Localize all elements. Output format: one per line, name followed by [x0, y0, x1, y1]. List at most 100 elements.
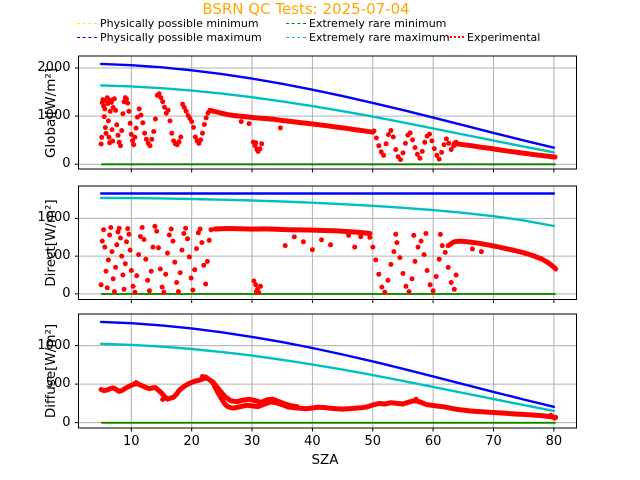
y-tick-label: 1000	[37, 108, 71, 124]
experimental-point	[154, 228, 160, 234]
experimental-point	[162, 104, 167, 110]
experimental-point	[198, 137, 204, 143]
experimental-point	[400, 271, 406, 276]
experimental-point	[108, 225, 114, 230]
experimental-point	[548, 412, 554, 418]
experimental-point	[102, 125, 108, 131]
experimental-point	[429, 138, 435, 144]
experimental-point	[122, 261, 128, 267]
experimental-point	[108, 99, 114, 105]
experimental-band	[207, 107, 376, 135]
experimental-band	[212, 226, 373, 236]
experimental-point	[469, 246, 475, 252]
experimental-point	[166, 232, 172, 238]
experimental-point	[253, 289, 259, 295]
x-tick-label: 30	[243, 434, 261, 449]
x-tick-label: 50	[364, 434, 382, 449]
experimental-point	[259, 141, 265, 147]
experimental-point	[109, 127, 115, 133]
experimental-point	[382, 289, 388, 295]
y-tick-label: 0	[62, 414, 71, 430]
experimental-point	[148, 268, 154, 274]
experimental-point	[309, 247, 315, 253]
y-tick-label: 0	[62, 156, 71, 172]
experimental-point	[430, 288, 436, 294]
experimental-point	[185, 236, 190, 242]
experimental-point	[136, 252, 142, 258]
experimental-point	[437, 231, 443, 237]
experimental-point	[106, 134, 112, 140]
experimental-point	[130, 138, 135, 144]
experimental-point	[126, 108, 132, 114]
y-tick-label: 500	[45, 376, 71, 392]
experimental-point	[121, 286, 127, 292]
experimental-point	[165, 250, 170, 256]
x-tick-label: 20	[183, 434, 200, 449]
experimental-point	[176, 139, 182, 145]
experimental-point	[443, 136, 449, 142]
experimental-point	[163, 271, 169, 277]
experimental-point	[358, 234, 364, 240]
experimental-point	[170, 238, 176, 244]
experimental-point	[388, 261, 394, 267]
experimental-point	[113, 264, 119, 270]
experimental-point	[107, 108, 113, 114]
experimental-point	[188, 275, 194, 281]
experimental-point	[446, 140, 452, 146]
legend-label: Physically possible maximum	[100, 30, 262, 44]
experimental-point	[445, 264, 451, 270]
experimental-point	[431, 146, 437, 152]
y-tick-label: 1000	[37, 210, 71, 226]
figure-title: BSRN QC Tests: 2025-07-04	[202, 0, 410, 18]
experimental-point	[104, 285, 110, 291]
experimental-point	[436, 256, 442, 262]
experimental-band	[445, 238, 559, 272]
experimental-point	[346, 232, 352, 238]
experimental-point	[393, 147, 399, 152]
experimental-point	[373, 135, 379, 141]
experimental-point	[114, 122, 120, 128]
experimental-point	[391, 249, 397, 255]
experimental-point	[427, 131, 432, 137]
experimental-point	[448, 280, 454, 285]
experimental-point	[132, 134, 138, 140]
experimental-point	[104, 95, 110, 101]
experimental-point	[370, 244, 376, 250]
experimental-point	[448, 147, 454, 152]
experimental-point	[400, 150, 406, 156]
experimental-point	[134, 273, 140, 279]
experimental-point	[414, 151, 420, 157]
experimental-point	[385, 277, 391, 283]
experimental-band	[98, 375, 559, 420]
x-tick-label: 10	[123, 434, 140, 449]
experimental-point	[203, 115, 209, 121]
experimental-point	[169, 130, 175, 136]
experimental-point	[183, 108, 189, 114]
experimental-point	[110, 276, 116, 282]
experimental-point	[98, 282, 104, 288]
experimental-point	[328, 242, 333, 248]
experimental-point	[160, 397, 166, 402]
experimental-point	[186, 254, 192, 260]
extremely-rare-max-curve	[99, 84, 556, 154]
experimental-point	[119, 128, 125, 133]
experimental-point	[398, 157, 403, 163]
experimental-point	[109, 249, 115, 255]
experimental-point	[203, 374, 209, 380]
xlabel-sza: SZA	[311, 452, 339, 468]
experimental-point	[178, 134, 184, 140]
experimental-point	[156, 245, 161, 251]
experimental-point	[373, 257, 379, 263]
experimental-point	[181, 231, 187, 236]
experimental-point	[140, 120, 146, 126]
x-tick-label: 60	[424, 434, 442, 449]
experimental-point	[407, 130, 413, 136]
experimental-point	[156, 91, 162, 97]
experimental-point	[197, 226, 203, 232]
legend-label: Extremely rare minimum	[309, 16, 447, 30]
experimental-point	[120, 272, 126, 278]
experimental-point	[137, 234, 143, 239]
experimental-point	[423, 231, 429, 236]
experimental-point	[153, 116, 158, 122]
